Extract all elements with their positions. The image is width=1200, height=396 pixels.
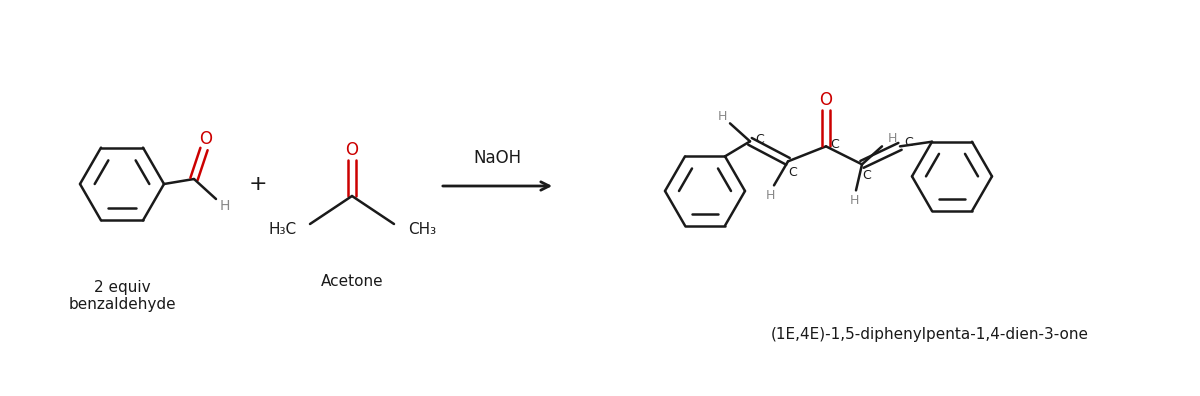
Text: H: H — [766, 189, 775, 202]
Text: H: H — [718, 110, 727, 123]
Text: (1E,4E)-1,5-diphenylpenta-1,4-dien-3-one: (1E,4E)-1,5-diphenylpenta-1,4-dien-3-one — [770, 326, 1088, 341]
Text: C: C — [756, 133, 764, 146]
Text: C: C — [788, 166, 797, 179]
Text: NaOH: NaOH — [474, 149, 522, 167]
Text: C: C — [830, 138, 839, 151]
Text: H: H — [850, 194, 859, 207]
Text: O: O — [820, 91, 833, 109]
Text: H₃C: H₃C — [269, 221, 298, 236]
Text: O: O — [199, 130, 212, 148]
Text: CH₃: CH₃ — [408, 221, 436, 236]
Text: O: O — [346, 141, 359, 159]
Text: C: C — [905, 136, 913, 149]
Text: C: C — [863, 169, 871, 182]
Text: +: + — [248, 174, 268, 194]
Text: H: H — [887, 132, 896, 145]
Text: Acetone: Acetone — [320, 274, 383, 289]
Text: 2 equiv
benzaldehyde: 2 equiv benzaldehyde — [68, 280, 176, 312]
Text: H: H — [220, 199, 230, 213]
